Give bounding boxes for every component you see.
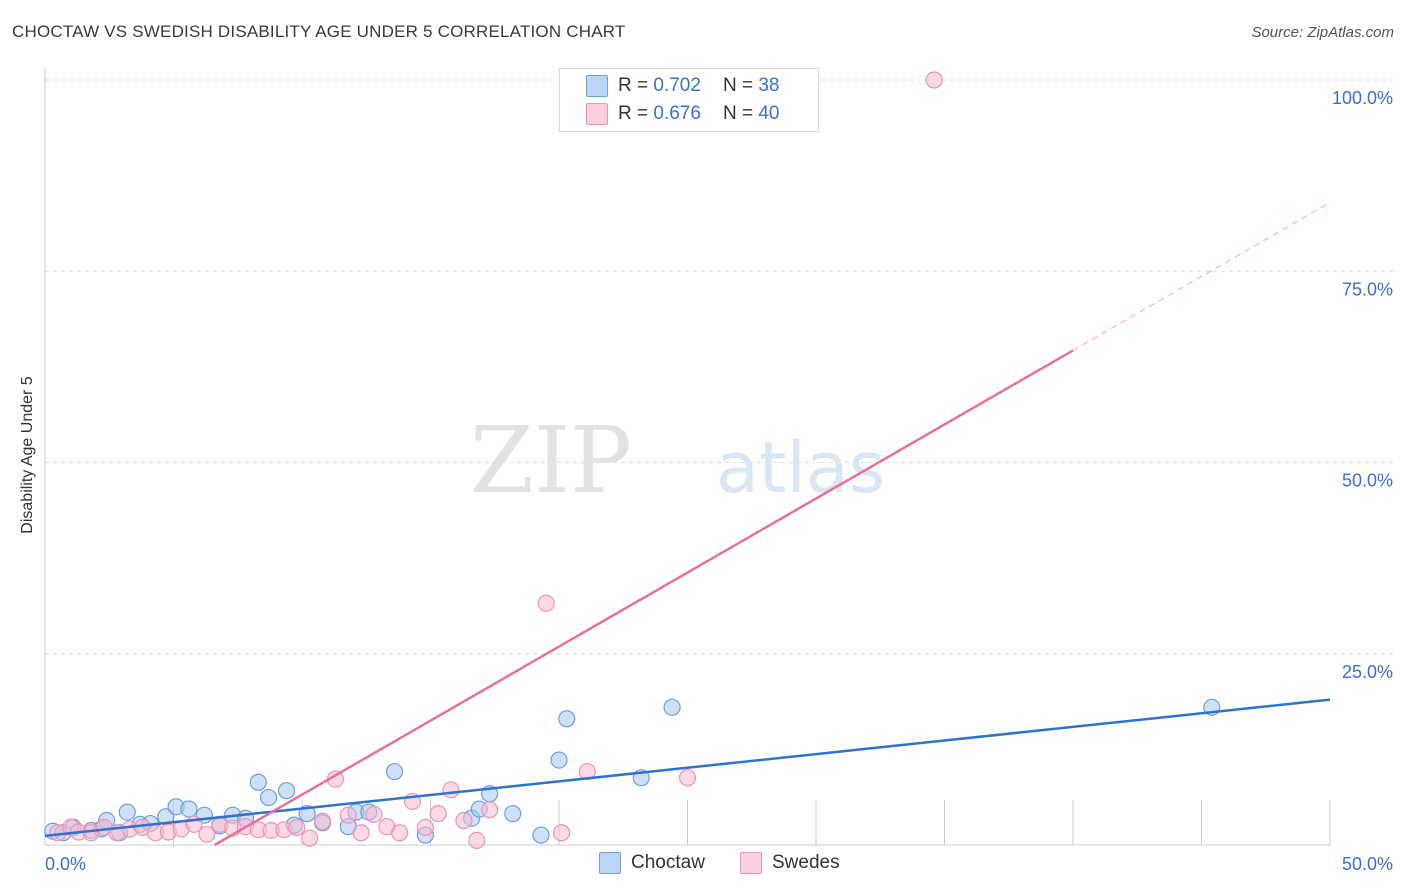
trend-layer	[44, 201, 1331, 847]
stats-legend: R = 0.702 N = 38 R = 0.676 N = 40	[559, 68, 819, 132]
choctaw-point	[180, 800, 198, 818]
swedes-point	[552, 824, 571, 842]
choctaw-point	[550, 751, 568, 769]
legend-r-value: 0.676	[653, 103, 701, 124]
chart-title: CHOCTAW VS SWEDISH DISABILITY AGE UNDER …	[12, 22, 626, 41]
swedes-point	[352, 824, 370, 842]
choctaw-point	[663, 698, 681, 716]
swedes-trend-extension	[1072, 201, 1331, 351]
legend-n-label: N =	[722, 75, 754, 96]
x-tick-label: 50.0%	[1342, 854, 1393, 874]
watermark: ZIP atlas	[470, 407, 885, 514]
choctaw-point	[118, 803, 136, 821]
y-tick-label: 50.0%	[1342, 471, 1393, 491]
choctaw-trend-line	[44, 698, 1331, 838]
swedes-point	[429, 805, 447, 823]
legend-swatch-swedes	[586, 103, 608, 125]
swedes-point	[365, 805, 383, 824]
legend-swatch-choctaw	[599, 852, 621, 874]
axis-layer	[44, 68, 1331, 846]
choctaw-point	[277, 782, 296, 800]
legend-label-swedes: Swedes	[772, 852, 840, 873]
swedes-point	[313, 812, 332, 830]
swedes-point	[455, 811, 473, 830]
legend-r-value: 0.702	[653, 75, 701, 96]
swedes-point	[537, 594, 555, 612]
swedes-point	[442, 781, 460, 799]
source-label: Source: ZipAtlas.com	[1251, 24, 1394, 41]
y-tick-label: 25.0%	[1342, 662, 1393, 682]
swedes-point	[301, 829, 319, 847]
x-tick-label: 0.0%	[45, 854, 86, 874]
choctaw-point	[532, 826, 550, 844]
points-layer	[44, 71, 1221, 850]
swedes-point	[288, 818, 306, 837]
legend-n-value: 38	[758, 75, 780, 96]
swedes-trend-line	[213, 349, 1074, 847]
choctaw-point	[249, 773, 267, 791]
swedes-point	[416, 818, 434, 837]
swedes-point	[339, 806, 357, 824]
legend-swatch-swedes	[740, 852, 762, 874]
y-tick-label: 75.0%	[1342, 279, 1393, 299]
swedes-point	[678, 769, 697, 787]
choctaw-point	[558, 710, 576, 728]
grid-layer	[45, 79, 1395, 655]
swedes-point	[468, 831, 486, 850]
choctaw-point	[504, 805, 522, 823]
tick-label-layer: 25.0% 50.0% 75.0% 100.0% 0.0% 50.0%	[45, 88, 1393, 874]
swedes-point	[925, 71, 943, 89]
legend-n-label: N =	[722, 103, 754, 124]
legend-n-value: 40	[758, 103, 780, 124]
legend-row-swedes: R = 0.676 N = 40	[618, 101, 779, 127]
watermark-atlas: atlas	[716, 427, 885, 509]
legend-r-label: R =	[618, 75, 649, 96]
legend-item-choctaw: Choctaw	[599, 852, 705, 874]
legend-row-choctaw: R = 0.702 N = 38	[618, 73, 779, 99]
watermark-zip: ZIP	[470, 407, 632, 514]
legend-label-choctaw: Choctaw	[631, 852, 705, 873]
swedes-point	[391, 824, 409, 842]
legend-r-label: R =	[618, 103, 649, 124]
y-tick-label: 100.0%	[1332, 88, 1393, 108]
legend-swatch-choctaw	[586, 75, 608, 97]
swedes-point	[198, 825, 216, 843]
swedes-point	[481, 801, 499, 819]
legend-item-swedes: Swedes	[740, 852, 840, 874]
choctaw-point	[259, 788, 278, 807]
choctaw-point	[385, 762, 404, 781]
